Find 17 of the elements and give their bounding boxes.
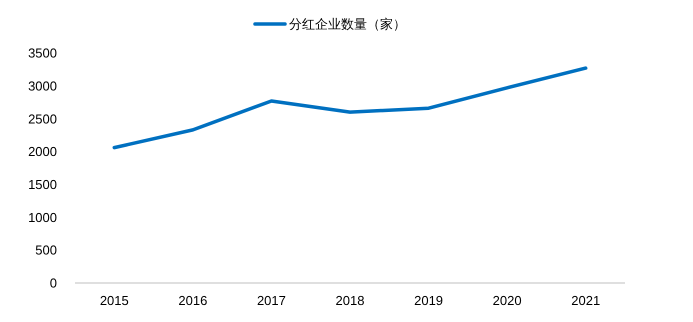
x-tick-label: 2017 — [256, 293, 286, 308]
x-tick-label: 2016 — [178, 293, 208, 308]
legend-label: 分红企业数量（家） — [289, 16, 406, 32]
y-tick-label: 2000 — [28, 144, 57, 160]
x-tick-label: 2020 — [492, 293, 522, 308]
y-tick-label: 2500 — [28, 111, 57, 126]
x-tick-label: 2019 — [414, 293, 444, 308]
x-tick-label: 2018 — [336, 293, 364, 308]
y-tick-label: 500 — [35, 242, 57, 258]
line-series — [112, 66, 588, 150]
x-tick-label: 2021 — [571, 293, 600, 308]
y-tick-label: 1000 — [28, 210, 57, 225]
y-tick-label: 3000 — [28, 78, 57, 94]
y-tick-label: 1500 — [28, 176, 57, 192]
y-tick-label: 3500 — [28, 46, 57, 61]
y-tick-label: 0 — [50, 276, 57, 291]
x-tick-label: 2015 — [100, 293, 129, 308]
